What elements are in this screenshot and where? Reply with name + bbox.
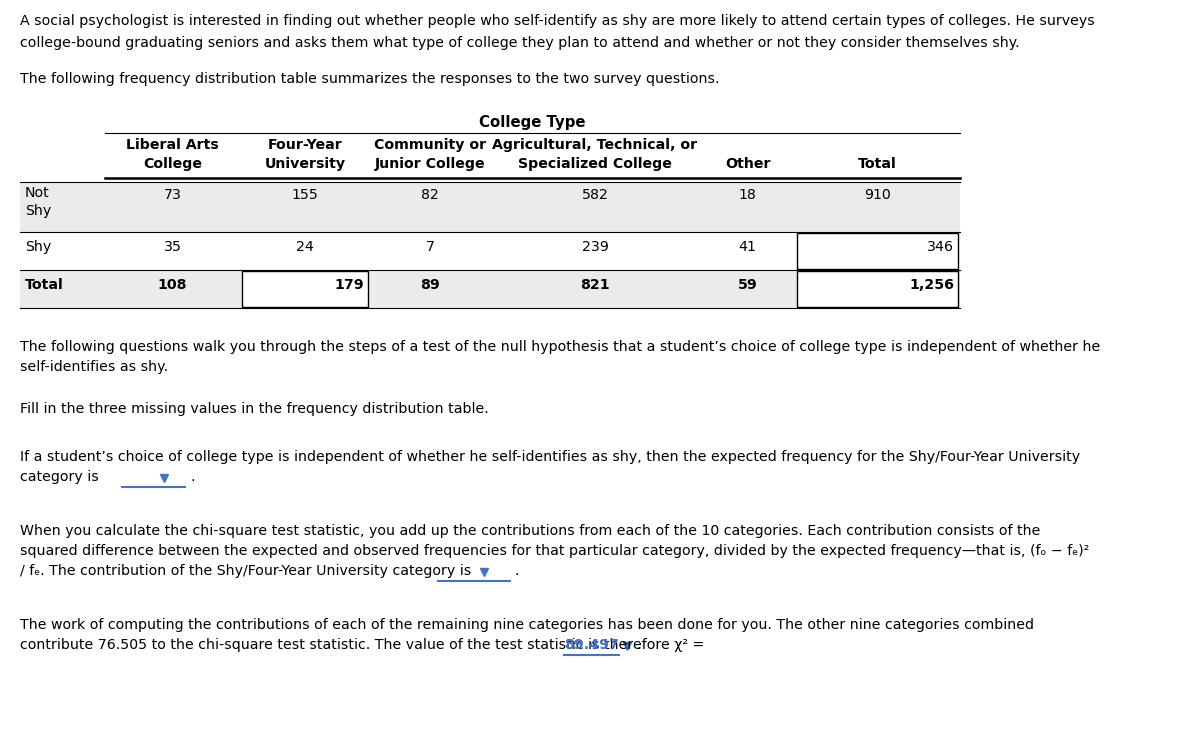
Text: Shy: Shy: [25, 240, 52, 254]
Text: Not: Not: [25, 186, 49, 200]
Text: Fill in the three missing values in the frequency distribution table.: Fill in the three missing values in the …: [20, 402, 488, 416]
Text: 582: 582: [582, 188, 608, 202]
Text: 239: 239: [582, 240, 608, 254]
Text: 7: 7: [426, 240, 434, 254]
Text: Agricultural, Technical, or: Agricultural, Technical, or: [492, 138, 697, 152]
Text: The following questions walk you through the steps of a test of the null hypothe: The following questions walk you through…: [20, 340, 1100, 354]
Text: Other: Other: [725, 157, 770, 171]
Text: self-identifies as shy.: self-identifies as shy.: [20, 360, 168, 374]
Text: 89: 89: [420, 278, 440, 292]
Text: Four-Year: Four-Year: [268, 138, 342, 152]
Bar: [797, 271, 958, 307]
Text: College: College: [143, 157, 202, 171]
Text: 59: 59: [738, 278, 757, 292]
Text: 41: 41: [738, 240, 756, 254]
Text: .: .: [190, 470, 194, 484]
Text: If a student’s choice of college type is independent of whether he self-identifi: If a student’s choice of college type is…: [20, 450, 1080, 464]
Text: University: University: [264, 157, 346, 171]
Text: The work of computing the contributions of each of the remaining nine categories: The work of computing the contributions …: [20, 618, 1034, 632]
Text: Total: Total: [858, 157, 896, 171]
Text: 35: 35: [163, 240, 181, 254]
Text: college-bound graduating seniors and asks them what type of college they plan to: college-bound graduating seniors and ask…: [20, 36, 1020, 50]
Text: Liberal Arts: Liberal Arts: [126, 138, 218, 152]
Text: 155: 155: [292, 188, 318, 202]
Text: category is: category is: [20, 470, 98, 484]
Text: Shy: Shy: [25, 204, 52, 218]
Text: 24: 24: [296, 240, 314, 254]
Text: Specialized College: Specialized College: [518, 157, 672, 171]
Text: Junior College: Junior College: [374, 157, 485, 171]
Text: 179: 179: [335, 278, 364, 292]
Text: 82: 82: [421, 188, 439, 202]
Text: contribute 76.505 to the chi-square test statistic. The value of the test statis: contribute 76.505 to the chi-square test…: [20, 638, 704, 652]
Text: 89.497: 89.497: [564, 638, 619, 652]
Text: 346: 346: [928, 240, 954, 254]
Text: College Type: College Type: [479, 115, 586, 130]
Text: 18: 18: [739, 188, 756, 202]
Text: / fₑ. The contribution of the Shy/Four-Year University category is: / fₑ. The contribution of the Shy/Four-Y…: [20, 564, 472, 578]
Text: 1,256: 1,256: [910, 278, 954, 292]
Text: The following frequency distribution table summarizes the responses to the two s: The following frequency distribution tab…: [20, 72, 720, 86]
Bar: [242, 271, 368, 307]
Text: When you calculate the chi-square test statistic, you add up the contributions f: When you calculate the chi-square test s…: [20, 524, 1040, 538]
Bar: [20, 270, 960, 308]
Text: Total: Total: [25, 278, 64, 292]
Text: 910: 910: [864, 188, 890, 202]
Text: 108: 108: [157, 278, 187, 292]
Text: .: .: [637, 638, 642, 652]
Bar: [20, 182, 960, 232]
Text: Community or: Community or: [374, 138, 486, 152]
Text: A social psychologist is interested in finding out whether people who self-ident: A social psychologist is interested in f…: [20, 14, 1094, 28]
Text: .: .: [515, 564, 520, 578]
Text: 821: 821: [580, 278, 610, 292]
Text: squared difference between the expected and observed frequencies for that partic: squared difference between the expected …: [20, 544, 1090, 558]
Text: 73: 73: [163, 188, 181, 202]
Bar: [797, 233, 958, 269]
